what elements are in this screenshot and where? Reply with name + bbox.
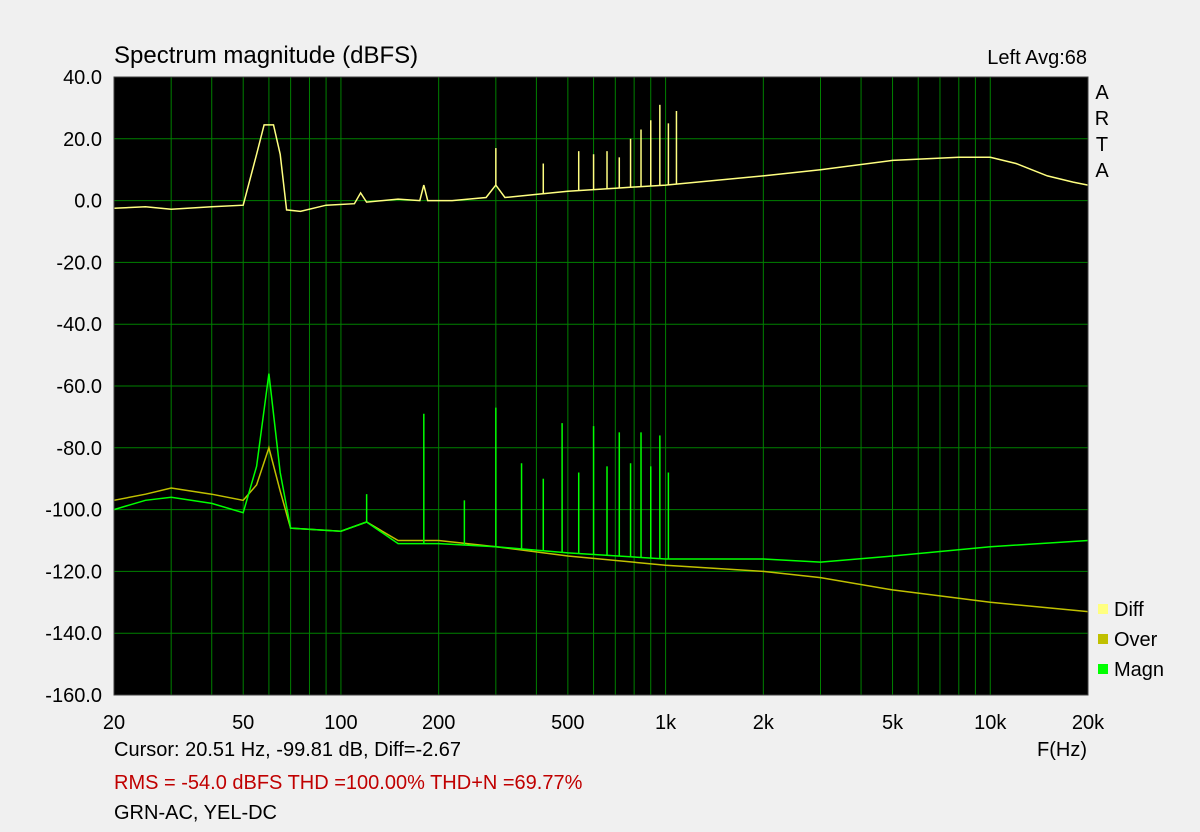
- x-axis-unit: F(Hz): [1037, 739, 1087, 761]
- x-axis-tick-labels: 20 50 100 200 500 1k 2k 5k 10k 20k: [103, 712, 1105, 734]
- plot-border: [113, 76, 1089, 696]
- legend-swatch: [1098, 634, 1108, 644]
- x-tick-label: 100: [324, 712, 357, 734]
- chart-title: Spectrum magnitude (dBFS): [114, 42, 419, 69]
- harmonic-peaks: [365, 104, 678, 560]
- y-tick-label: 0.0: [74, 191, 102, 213]
- x-tick-label: 20: [103, 712, 125, 734]
- measurement-stats: RMS = -54.0 dBFS THD =100.00% THD+N =69.…: [114, 772, 583, 794]
- legend-swatch: [1098, 664, 1108, 674]
- series-line-over: [113, 445, 1089, 613]
- series-line-diff: [113, 124, 1089, 213]
- x-tick-label: 2k: [753, 712, 775, 734]
- y-tick-label: -40.0: [56, 314, 102, 336]
- y-tick-label: 40.0: [63, 67, 102, 89]
- brand-letter: T: [1095, 134, 1109, 156]
- y-tick-label: -120.0: [45, 561, 102, 583]
- brand-letter: A: [1095, 160, 1109, 182]
- legend-label: Magn: [1114, 659, 1165, 681]
- y-tick-label: -160.0: [45, 685, 102, 707]
- series-line-magn: [113, 373, 1089, 563]
- y-tick-label: -60.0: [56, 376, 102, 398]
- y-axis-tick-labels: 40.0 20.0 0.0 -20.0 -40.0 -60.0 -80.0 -100.0 -12…: [45, 67, 102, 707]
- x-tick-label: 500: [551, 712, 584, 734]
- y-tick-label: -80.0: [56, 438, 102, 460]
- legend-swatch: [1098, 604, 1108, 614]
- x-tick-label: 5k: [882, 712, 904, 734]
- brand-letter: A: [1095, 82, 1109, 104]
- x-tick-label: 50: [232, 712, 254, 734]
- legend-label: Diff: [1114, 599, 1144, 621]
- y-tick-label: -100.0: [45, 500, 102, 522]
- y-tick-label: -140.0: [45, 623, 102, 645]
- y-tick-label: 20.0: [63, 129, 102, 151]
- y-tick-label: -20.0: [56, 252, 102, 274]
- brand-letter: R: [1094, 108, 1110, 130]
- x-tick-label: 200: [422, 712, 455, 734]
- x-tick-label: 20k: [1072, 712, 1105, 734]
- channel-info: Left Avg:68: [987, 47, 1087, 69]
- cursor-readout: Cursor: 20.51 Hz, -99.81 dB, Diff=-2.67: [114, 739, 462, 761]
- x-tick-label: 1k: [655, 712, 677, 734]
- series-lines: [113, 124, 1089, 613]
- x-tick-label: 10k: [974, 712, 1007, 734]
- legend-label: Over: [1114, 629, 1158, 651]
- arta-logo: A R T A: [1092, 80, 1112, 184]
- channel-note: GRN-AC, YEL-DC: [114, 802, 277, 824]
